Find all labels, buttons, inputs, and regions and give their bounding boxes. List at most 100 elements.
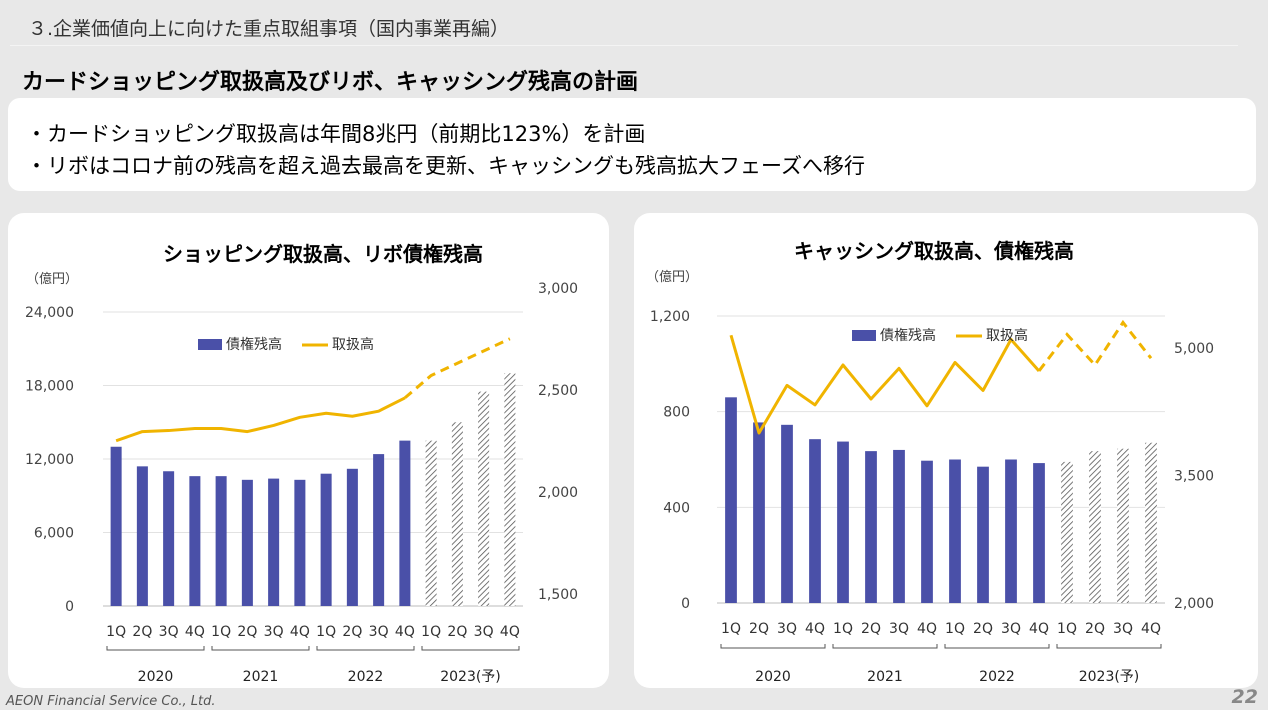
category-label: 1Q <box>316 624 336 640</box>
category-label: 1Q <box>421 624 441 640</box>
category-label: 3Q <box>474 624 494 640</box>
bar <box>215 476 227 606</box>
bar <box>725 397 737 603</box>
bar <box>753 422 765 603</box>
legend-bar-label: 債権残高 <box>226 336 282 353</box>
category-label: 3Q <box>889 621 909 637</box>
category-label: 1Q <box>945 621 965 637</box>
forecast-bar <box>451 422 463 606</box>
cashing-chart-panel: キャッシング取扱高、債権残高 （億円） 0 400 800 1,200 2,000 3,500… <box>634 213 1258 688</box>
category-label: 2Q <box>749 621 769 637</box>
line-series-actual <box>115 396 406 443</box>
chart-title: キャッシング取扱高、債権残高 <box>794 239 1074 263</box>
bar <box>837 441 849 603</box>
bar <box>189 476 201 606</box>
forecast-bar <box>1145 442 1157 603</box>
legend-bar-label: 債権残高 <box>880 327 936 344</box>
forecast-bar <box>504 373 516 606</box>
bar <box>865 451 877 603</box>
left-axis-tick-label: 0 <box>681 596 690 612</box>
line-series-actual <box>729 334 1041 435</box>
legend-bar-swatch <box>852 330 876 341</box>
bar <box>110 446 122 606</box>
category-label: 1Q <box>833 621 853 637</box>
legend-line-label: 取扱高 <box>986 327 1028 344</box>
left-axis-tick-label: 800 <box>663 405 690 421</box>
category-label: 3Q <box>777 621 797 637</box>
year-bracket <box>211 646 310 651</box>
category-label: 2Q <box>447 624 467 640</box>
category-label: 2Q <box>861 621 881 637</box>
forecast-bar <box>1089 451 1101 603</box>
year-label: 2020 <box>755 669 791 685</box>
line-series-forecast <box>403 337 511 400</box>
bar <box>163 471 175 606</box>
title-divider <box>10 45 1238 46</box>
category-label: 3Q <box>1113 621 1133 637</box>
bar <box>373 454 385 606</box>
left-axis-tick-label: 12,000 <box>25 452 74 468</box>
bar <box>320 473 332 606</box>
bar <box>136 466 148 606</box>
left-axis-tick-label: 18,000 <box>25 379 74 395</box>
bar <box>893 449 905 603</box>
forecast-bar <box>1117 448 1129 603</box>
forecast-bar <box>478 391 490 606</box>
category-label: 2Q <box>1085 621 1105 637</box>
category-label: 2Q <box>342 624 362 640</box>
bar <box>1005 459 1017 603</box>
right-axis-tick-label: 1,500 <box>538 587 578 603</box>
category-label: 4Q <box>805 621 825 637</box>
category-label: 2Q <box>973 621 993 637</box>
right-axis-tick-label: 3,500 <box>1174 469 1214 485</box>
year-label: 2021 <box>243 669 279 685</box>
category-label: 1Q <box>721 621 741 637</box>
year-label: 2022 <box>979 669 1015 685</box>
summary-bullet-1: ・カードショッピング取扱高は年間8兆円（前期比123%）を計画 <box>26 122 646 146</box>
left-axis-tick-label: 400 <box>663 500 690 516</box>
category-label: 4Q <box>185 624 205 640</box>
year-bracket <box>421 646 520 651</box>
shopping-chart: ショッピング取扱高、リボ債権残高 （億円） 0 6,000 12,000 18,000 24… <box>25 242 578 685</box>
category-label: 4Q <box>1029 621 1049 637</box>
forecast-bar <box>425 440 437 606</box>
bar <box>294 479 306 606</box>
category-label: 4Q <box>917 621 937 637</box>
right-axis-tick-label: 2,500 <box>538 383 578 399</box>
unit-label: （億円） <box>646 269 698 285</box>
section-title: ３.企業価値向上に向けた重点取組事項（国内事業再編） <box>28 18 510 40</box>
year-label: 2021 <box>867 669 903 685</box>
category-label: 3Q <box>1001 621 1021 637</box>
legend-bar-swatch <box>198 339 222 350</box>
year-label: 2023(予) <box>1079 669 1140 685</box>
bar <box>921 460 933 603</box>
category-label: 4Q <box>1141 621 1161 637</box>
year-bracket <box>1056 644 1162 649</box>
category-label: 4Q <box>395 624 415 640</box>
unit-label: （億円） <box>26 271 78 287</box>
category-label: 2Q <box>237 624 257 640</box>
year-label: 2022 <box>348 669 384 685</box>
bar <box>399 440 411 606</box>
line-series-forecast <box>1037 319 1153 372</box>
left-axis-tick-label: 24,000 <box>25 305 74 321</box>
category-label: 4Q <box>500 624 520 640</box>
year-bracket <box>106 646 205 651</box>
right-axis-tick-label: 2,000 <box>1174 596 1214 612</box>
bar <box>977 466 989 603</box>
summary-bullet-2: ・リボはコロナ前の残高を超え過去最高を更新、キャッシングも残高拡大フェーズへ移行 <box>26 154 865 178</box>
left-axis-tick-label: 6,000 <box>34 526 74 542</box>
left-axis-tick-label: 0 <box>65 599 74 615</box>
bar <box>268 478 280 606</box>
year-label: 2020 <box>138 669 174 685</box>
shopping-chart-panel: ショッピング取扱高、リボ債権残高 （億円） 0 6,000 12,000 18,000 24… <box>8 213 609 688</box>
year-label: 2023(予) <box>440 669 501 685</box>
category-label: 3Q <box>159 624 179 640</box>
company-name: AEON Financial Service Co., Ltd. <box>6 694 216 709</box>
bar <box>809 439 821 603</box>
forecast-bar <box>1061 461 1073 603</box>
cashing-chart: キャッシング取扱高、債権残高 （億円） 0 400 800 1,200 2,000 3,500… <box>646 239 1214 685</box>
slide-title: カードショッピング取扱高及びリボ、キャッシング残高の計画 <box>22 70 639 95</box>
year-bracket <box>316 646 415 651</box>
category-label: 3Q <box>264 624 284 640</box>
